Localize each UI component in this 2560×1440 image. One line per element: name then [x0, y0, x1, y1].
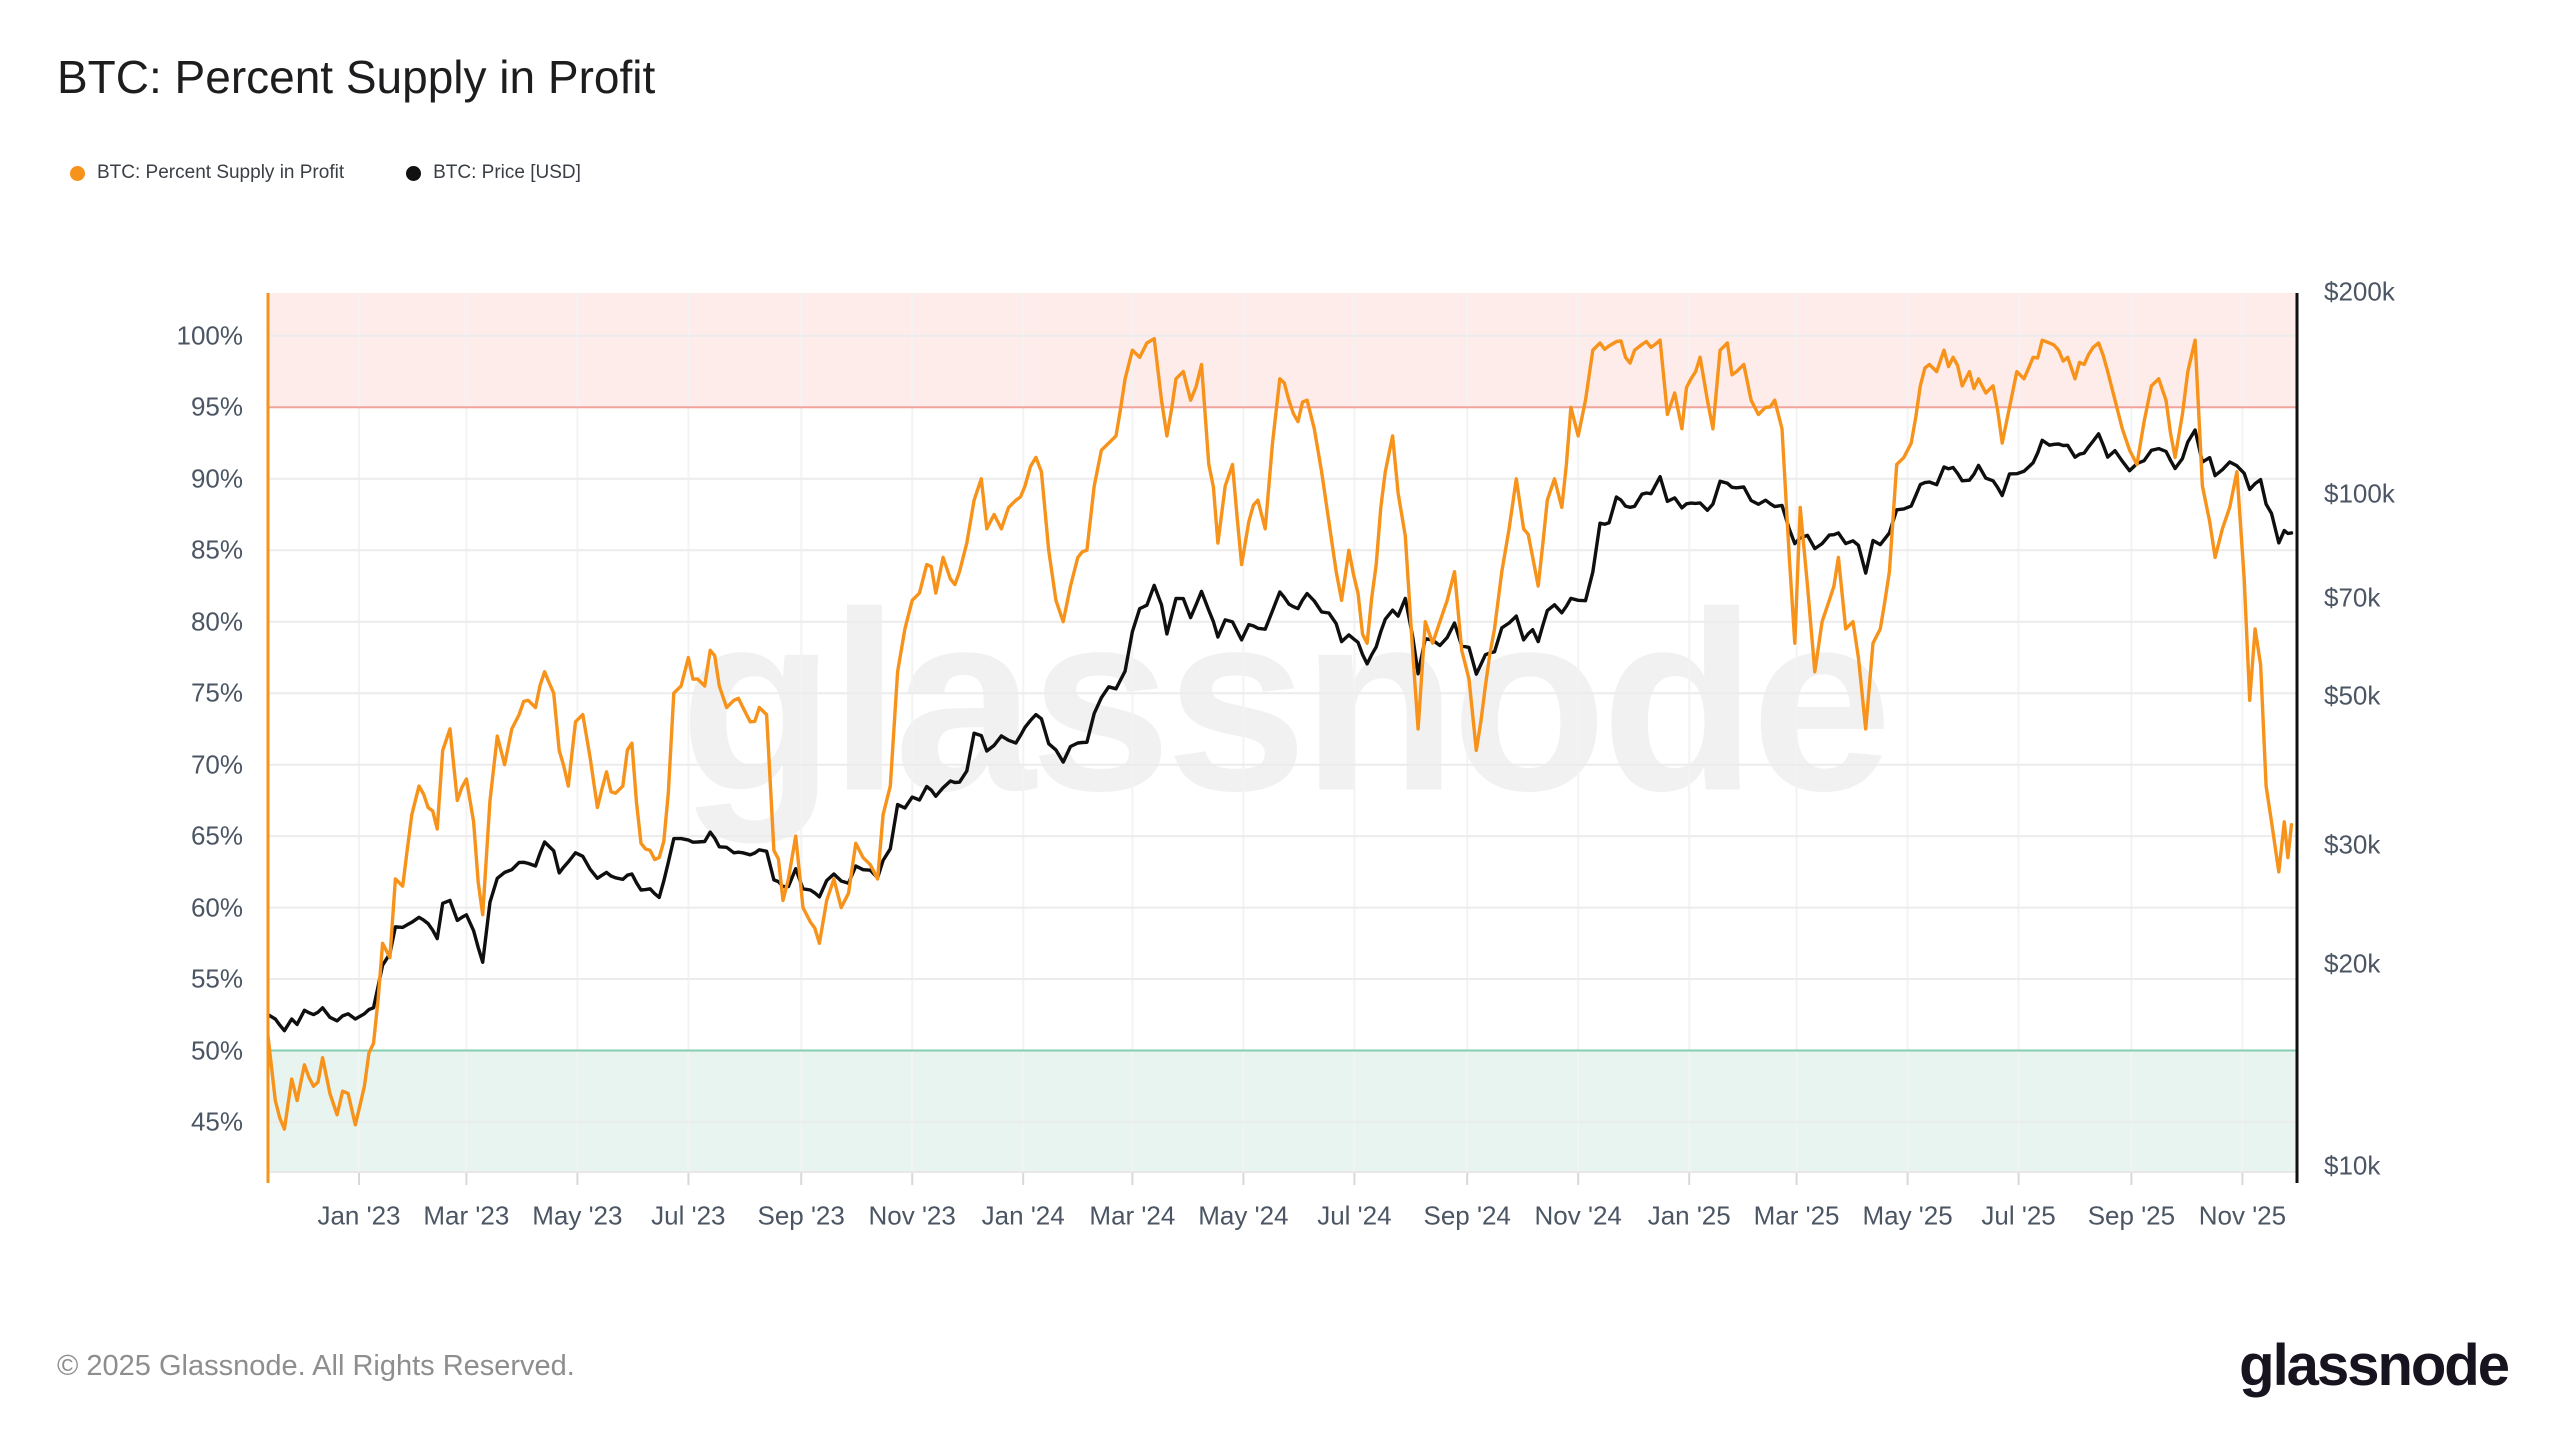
date-tick-label: Jan '25 — [1647, 1200, 1731, 1231]
overheated-zone — [268, 293, 2297, 408]
percent-tick-label: 95% — [190, 391, 243, 422]
supply-series-line — [268, 337, 2294, 1131]
percent-tick-label: 60% — [190, 892, 243, 923]
price-tick-label: $70k — [2324, 582, 2381, 613]
footer-copyright: © 2025 Glassnode. All Rights Reserved. — [57, 1350, 575, 1382]
capitulation-zone — [268, 1050, 2297, 1172]
legend-item-supply-in-profit[interactable]: BTC: Percent Supply in Profit — [70, 162, 344, 184]
date-tick-label: Nov '25 — [2198, 1200, 2287, 1231]
date-tick-label: Nov '23 — [868, 1200, 956, 1231]
legend: BTC: Percent Supply in Profit BTC: Price… — [70, 162, 581, 184]
price-tick-label: $200k — [2324, 276, 2395, 307]
price-tick-label: $50k — [2324, 680, 2381, 711]
date-tick-label: Jul '25 — [1981, 1200, 2056, 1231]
price-tick-label: $100k — [2324, 478, 2395, 509]
date-tick-label: Jul '24 — [1317, 1200, 1392, 1231]
date-tick-label: Sep '24 — [1423, 1200, 1511, 1231]
percent-tick-label: 75% — [190, 677, 243, 708]
price-series-dot-icon — [406, 165, 422, 181]
percent-tick-label: 80% — [190, 606, 243, 637]
legend-label: BTC: Price [USD] — [433, 162, 581, 183]
date-tick-label: Jan '23 — [317, 1200, 401, 1231]
price-tick-label: $30k — [2324, 829, 2381, 860]
price-tick-label: $20k — [2324, 948, 2381, 979]
date-tick-label: May '25 — [1862, 1200, 1953, 1231]
legend-label: BTC: Percent Supply in Profit — [97, 162, 345, 183]
percent-tick-label: 85% — [190, 534, 243, 565]
supply-series-dot-icon — [70, 165, 85, 181]
price-series-line — [268, 428, 2294, 1033]
percent-tick-label: 70% — [190, 749, 243, 780]
date-tick-label: May '23 — [532, 1200, 623, 1231]
date-tick-label: May '24 — [1198, 1200, 1289, 1231]
percent-tick-label: 65% — [190, 820, 243, 851]
price-tick-label: $10k — [2324, 1150, 2381, 1181]
legend-item-price[interactable]: BTC: Price [USD] — [406, 162, 581, 184]
percent-tick-label: 50% — [190, 1035, 243, 1065]
date-tick-label: Sep '23 — [757, 1200, 845, 1231]
date-tick-label: Sep '25 — [2087, 1200, 2176, 1231]
percent-tick-label: 45% — [190, 1106, 243, 1137]
date-tick-label: Jul '23 — [651, 1200, 726, 1231]
percent-tick-label: 90% — [190, 463, 243, 494]
date-tick-label: Jan '24 — [981, 1200, 1065, 1231]
page-title: BTC: Percent Supply in Profit — [57, 51, 656, 103]
date-tick-label: Nov '24 — [1534, 1200, 1622, 1231]
glassnode-watermark: glassnode — [679, 559, 1892, 845]
glassnode-logo: glassnode — [2239, 1333, 2510, 1398]
date-tick-label: Mar '24 — [1089, 1200, 1176, 1231]
date-tick-label: Mar '25 — [1753, 1200, 1840, 1231]
date-tick-label: Mar '23 — [423, 1200, 510, 1231]
percent-tick-label: 55% — [190, 963, 243, 994]
percent-tick-label: 100% — [176, 320, 244, 351]
